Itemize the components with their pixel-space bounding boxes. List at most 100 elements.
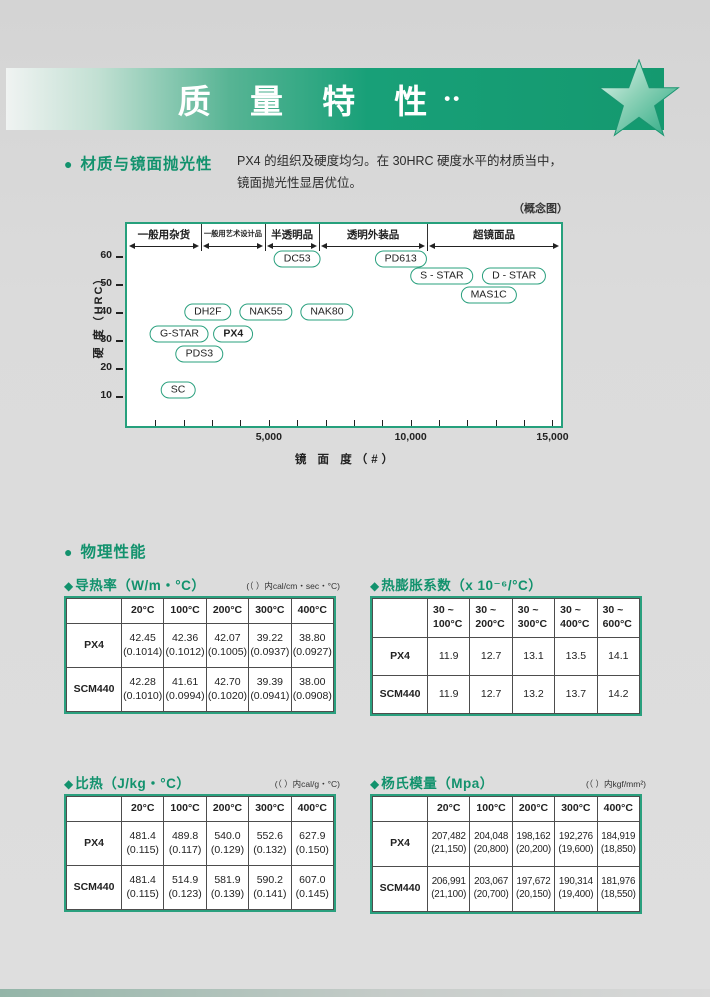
table-row: PX4 481.4 (0.115) 489.8 (0.117) 540.0 (0.12… — [66, 821, 335, 866]
category-range-arrow — [206, 246, 260, 247]
bottom-gradient-strip — [0, 989, 710, 997]
x-axis-tick — [382, 420, 384, 426]
value-cell: 39.39 (0.0941) — [248, 667, 292, 712]
value-cell: 627.9 (0.150) — [290, 821, 335, 866]
value-cell: 481.4 (0.115) — [120, 821, 165, 866]
section-material-heading: ● 材质与镜面抛光性 — [64, 152, 212, 174]
table-subtitle: ◆ 导热率（W/m・°C） (（ ）内cal/cm・sec・°C) — [64, 574, 342, 594]
x-axis-tick — [410, 420, 412, 426]
column-header: 30 ~ 400°C — [554, 598, 598, 638]
x-axis-tick-label: 10,000 — [394, 431, 427, 443]
y-axis-label: 60 — [100, 249, 112, 261]
table-border: 20°C 100°C 200°C 300°C 400°C PX4 42.45 (0.1014… — [64, 596, 336, 714]
header-row: 20°C 100°C 200°C 300°C 400°C — [372, 796, 641, 822]
category-range-arrow — [271, 246, 314, 247]
y-axis-tick — [116, 396, 123, 398]
y-axis-title: 硬 度（HRC） — [93, 271, 105, 359]
material-pill-px4: PX4 — [213, 325, 254, 343]
value-cell: 198,162 (20,200) — [511, 821, 556, 867]
youngs-modulus-block: ◆ 杨氏模量（Mpa） (（ ）内kgf/mm²) 20°C 100°C 200°C 3… — [370, 772, 648, 919]
diamond-icon: ◆ — [64, 579, 74, 593]
table-row: PX4 42.45 (0.1014) 42.36 (0.1012) 42.07 (0.… — [66, 623, 335, 668]
table-row: SCM440 42.28 (0.1010) 41.61 (0.0994) 42.70 … — [66, 667, 335, 712]
x-axis-tick — [297, 420, 299, 426]
material-pill-nak80: NAK80 — [300, 303, 354, 321]
material-pill-s-star: S - STAR — [410, 267, 474, 285]
value-cell: 11.9 — [426, 637, 471, 676]
column-header: 30 ~ 200°C — [469, 598, 513, 638]
y-axis-label: 50 — [100, 277, 112, 289]
value-cell: 14.1 — [596, 637, 641, 676]
table-title: 导热率（W/m・°C） — [75, 578, 206, 593]
corner-cell — [372, 796, 428, 822]
y-axis-tick — [116, 312, 123, 314]
x-axis-tick — [552, 420, 554, 426]
table-title: 热膨胀系数（x 10⁻⁶/°C） — [381, 578, 543, 593]
category-divider — [265, 224, 267, 251]
column-header: 100°C — [163, 796, 207, 822]
specific-heat-block: ◆ 比热（J/kg・°C） (（ ）内cal/g・°C) 20°C 100°C 200… — [64, 772, 342, 917]
table-row: PX4 207,482 (21,150) 204,048 (20,800) 198,1… — [372, 821, 641, 867]
diamond-icon: ◆ — [370, 579, 380, 593]
x-axis-tick — [325, 420, 327, 426]
y-axis-tick — [116, 256, 123, 258]
value-cell: 192,276 (19,600) — [554, 821, 598, 867]
header-row: 20°C 100°C 200°C 300°C 400°C — [66, 598, 335, 624]
column-header: 30 ~ 300°C — [511, 598, 556, 638]
value-cell: 42.45 (0.1014) — [120, 623, 165, 668]
column-header: 20°C — [120, 796, 165, 822]
x-axis-tick — [439, 420, 441, 426]
category-label: 超镜面品 — [473, 228, 516, 241]
y-axis-label: 20 — [100, 361, 112, 373]
x-axis-title: 镜 面 度（#） — [294, 454, 398, 466]
value-cell: 184,919 (18,850) — [596, 821, 641, 867]
arrow-right-icon — [257, 243, 264, 249]
column-header: 30 ~ 100°C — [426, 598, 471, 638]
column-header: 300°C — [248, 796, 292, 822]
page-title-text: 质 量 特 性 — [177, 83, 443, 120]
column-header: 200°C — [205, 796, 250, 822]
section-physical-title: 物理性能 — [80, 544, 147, 561]
row-label: PX4 — [372, 637, 428, 676]
table-row: SCM440 206,991 (21,100) 203,067 (20,700) 19… — [372, 866, 641, 912]
row-label: SCM440 — [66, 667, 122, 712]
x-axis-tick — [240, 420, 242, 426]
category-label: 半透明品 — [271, 228, 314, 241]
category-range-arrow — [133, 246, 195, 247]
title-dots: •• — [444, 89, 463, 108]
column-header: 20°C — [120, 598, 165, 624]
material-pill-nak55: NAK55 — [239, 303, 293, 321]
thermal-conductivity-table: 20°C 100°C 200°C 300°C 400°C PX4 42.45 (0.1014… — [66, 598, 335, 712]
material-pill-dh2f: DH2F — [184, 303, 232, 321]
table-border: 20°C 100°C 200°C 300°C 400°C PX4 207,482 (21,1… — [370, 794, 642, 914]
value-cell: 206,991 (21,100) — [426, 866, 471, 912]
value-cell: 12.7 — [469, 675, 513, 714]
section-physical-heading: ● 物理性能 — [64, 540, 146, 562]
category-divider — [200, 224, 202, 251]
value-cell: 38.00 (0.0908) — [290, 667, 335, 712]
value-cell: 13.1 — [511, 637, 556, 676]
arrow-right-icon — [311, 243, 318, 249]
material-pill-pds3: PDS3 — [175, 345, 224, 363]
x-axis-tick — [524, 420, 526, 426]
arrow-left-icon — [202, 243, 209, 249]
x-axis-tick — [467, 420, 469, 426]
column-header: 200°C — [205, 598, 250, 624]
value-cell: 540.0 (0.129) — [205, 821, 250, 866]
thermal-conductivity-block: ◆ 导热率（W/m・°C） (（ ）内cal/cm・sec・°C) 20°C 100… — [64, 574, 342, 719]
diamond-icon: ◆ — [370, 777, 380, 791]
value-cell: 11.9 — [426, 675, 471, 714]
corner-cell — [66, 598, 122, 624]
row-label: PX4 — [372, 821, 428, 867]
bullet-icon: ● — [64, 156, 74, 172]
table-subtitle: ◆ 热膨胀系数（x 10⁻⁶/°C） — [370, 574, 648, 594]
value-cell: 204,048 (20,800) — [469, 821, 513, 867]
x-axis-tick — [353, 420, 355, 426]
table-title: 杨氏模量（Mpa） — [381, 776, 494, 791]
category-range-arrow — [325, 246, 422, 247]
arrow-right-icon — [192, 243, 199, 249]
chart-plot-area: 一般用杂货 一般用艺术设计品 半透明品 透明外装品 超镜面品 DC53 PD613 S - S… — [125, 222, 563, 428]
header-row: 30 ~ 100°C 30 ~ 200°C 30 ~ 300°C 30 ~ 400°C… — [372, 598, 641, 638]
corner-cell — [372, 598, 428, 638]
